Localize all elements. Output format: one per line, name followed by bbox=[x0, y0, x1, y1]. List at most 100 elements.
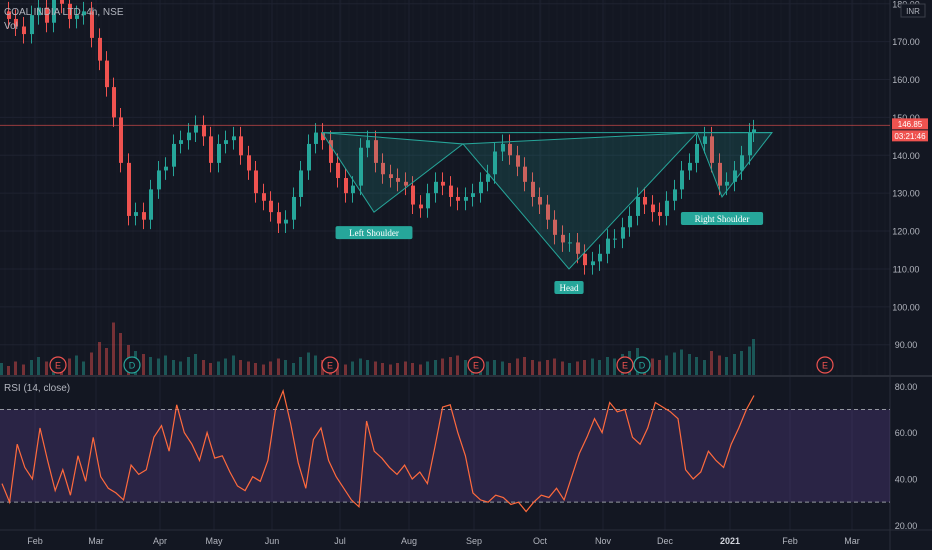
volume-bar bbox=[164, 355, 167, 375]
volume-bar bbox=[269, 361, 272, 375]
volume-bar bbox=[381, 363, 384, 375]
volume-bar bbox=[613, 358, 616, 375]
candle-body bbox=[389, 174, 393, 179]
candle-body bbox=[119, 117, 123, 163]
candle-body bbox=[217, 143, 221, 163]
candle-body bbox=[75, 15, 79, 19]
candle-body bbox=[621, 227, 625, 239]
volume-bar bbox=[254, 363, 257, 375]
volume-bar bbox=[531, 360, 534, 375]
candle-body bbox=[314, 132, 318, 144]
candle-body bbox=[68, 3, 72, 19]
volume-bar bbox=[157, 358, 160, 375]
candle-body bbox=[344, 178, 348, 194]
volume-bar bbox=[172, 360, 175, 375]
volume-bar bbox=[374, 361, 377, 375]
candle-body bbox=[172, 143, 176, 167]
candle-body bbox=[464, 196, 468, 201]
volume-bar bbox=[508, 363, 511, 375]
price-tag-label: 146.85 bbox=[898, 120, 923, 129]
candle-body bbox=[456, 196, 460, 201]
volume-bar bbox=[434, 360, 437, 375]
time-axis-label: Nov bbox=[595, 536, 612, 546]
candle-body bbox=[52, 0, 56, 23]
time-axis-label: Sep bbox=[466, 536, 482, 546]
candle-body bbox=[680, 170, 684, 190]
candle-body bbox=[30, 15, 34, 35]
volume-bar bbox=[30, 360, 33, 375]
candle-body bbox=[127, 162, 131, 216]
volume-bar bbox=[366, 360, 369, 375]
candle-body bbox=[538, 196, 542, 205]
candle-body bbox=[404, 181, 408, 186]
rsi-axis-label: 60.00 bbox=[895, 428, 918, 438]
candle-body bbox=[239, 136, 243, 156]
candle-body bbox=[718, 162, 722, 186]
rsi-axis-label: 20.00 bbox=[895, 521, 918, 531]
volume-bar bbox=[98, 342, 101, 375]
candle-body bbox=[434, 181, 438, 194]
candle-body bbox=[523, 166, 527, 182]
pattern-left-shoulder bbox=[321, 131, 465, 213]
volume-bar bbox=[45, 361, 48, 375]
pattern-label-box bbox=[680, 211, 764, 225]
price-axis-label: 110.00 bbox=[893, 264, 920, 274]
volume-bar bbox=[262, 364, 265, 375]
candle-body bbox=[561, 234, 565, 243]
price-tag bbox=[892, 130, 928, 142]
volume-bar bbox=[232, 355, 235, 375]
volume-bar bbox=[22, 364, 25, 375]
candle-body bbox=[105, 60, 109, 88]
volume-bar bbox=[665, 355, 668, 375]
volume-bar bbox=[748, 346, 751, 375]
candle-body bbox=[112, 87, 116, 118]
candle-body bbox=[636, 196, 640, 216]
price-tag-label: 03:21:46 bbox=[894, 132, 926, 141]
candle-body bbox=[411, 185, 415, 205]
price-axis-label: 100.00 bbox=[892, 302, 920, 312]
volume-bar bbox=[733, 354, 736, 375]
candle-body bbox=[149, 189, 153, 220]
pattern-label-2: Right Shoulder bbox=[695, 214, 750, 224]
candle-body bbox=[516, 155, 520, 167]
candle-body bbox=[90, 11, 94, 38]
event-marker-label: E bbox=[55, 361, 61, 371]
volume-bar bbox=[149, 357, 152, 375]
volume-bar bbox=[568, 363, 571, 375]
volume-bar bbox=[314, 355, 317, 375]
candle-body bbox=[531, 181, 535, 197]
time-axis-label: Dec bbox=[657, 536, 674, 546]
candle-body bbox=[651, 204, 655, 213]
volume-bar bbox=[119, 333, 122, 375]
volume-bar bbox=[217, 361, 220, 375]
candle-body bbox=[232, 136, 236, 141]
candle-body bbox=[164, 166, 168, 171]
event-marker-label: E bbox=[327, 361, 333, 371]
candle-body bbox=[224, 140, 228, 144]
candle-body bbox=[643, 196, 647, 205]
candle-body bbox=[374, 140, 378, 163]
candle-body bbox=[336, 162, 340, 179]
pattern-label-0: Left Shoulder bbox=[349, 228, 399, 238]
candle-body bbox=[419, 204, 423, 209]
volume-bar bbox=[752, 339, 755, 375]
event-marker bbox=[816, 356, 834, 374]
candle-body bbox=[98, 37, 102, 61]
candle-body bbox=[37, 7, 41, 16]
rsi-axis-label: 40.00 bbox=[895, 475, 918, 485]
candle-body bbox=[321, 132, 325, 141]
volume-bar bbox=[396, 363, 399, 375]
candle-body bbox=[45, 7, 49, 23]
candle-body bbox=[134, 212, 138, 216]
volume-bar bbox=[501, 361, 504, 375]
rsi-line bbox=[1, 388, 755, 513]
candle-body bbox=[441, 181, 445, 186]
candle-body bbox=[658, 212, 662, 216]
volume-bar bbox=[105, 348, 108, 375]
event-marker bbox=[321, 356, 339, 374]
volume-bar bbox=[224, 358, 227, 375]
volume-bar bbox=[651, 358, 654, 375]
candle-body bbox=[82, 11, 86, 16]
volume-bar bbox=[464, 360, 467, 375]
